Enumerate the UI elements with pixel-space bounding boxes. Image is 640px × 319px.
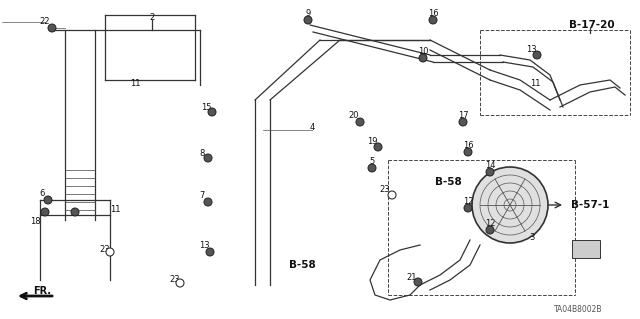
Circle shape: [533, 51, 541, 59]
Text: 14: 14: [484, 161, 495, 170]
Text: 20: 20: [349, 112, 359, 121]
Circle shape: [206, 248, 214, 256]
Text: 22: 22: [40, 18, 51, 26]
Circle shape: [429, 16, 437, 24]
Text: 15: 15: [201, 102, 211, 112]
Circle shape: [486, 168, 494, 176]
Text: 5: 5: [369, 158, 374, 167]
Circle shape: [106, 248, 114, 256]
Circle shape: [472, 167, 548, 243]
Circle shape: [388, 191, 396, 199]
Text: 6: 6: [39, 189, 45, 198]
Text: 11: 11: [130, 78, 140, 87]
Text: 13: 13: [198, 241, 209, 250]
Circle shape: [464, 148, 472, 156]
Text: 16: 16: [463, 142, 474, 151]
Text: B-58: B-58: [289, 260, 316, 270]
Text: 10: 10: [418, 48, 428, 56]
Circle shape: [204, 154, 212, 162]
Text: 8: 8: [199, 149, 205, 158]
Text: 1: 1: [584, 244, 589, 254]
Circle shape: [356, 118, 364, 126]
Text: 21: 21: [407, 272, 417, 281]
Text: 7: 7: [199, 191, 205, 201]
Circle shape: [208, 108, 216, 116]
Text: 19: 19: [367, 137, 377, 145]
Circle shape: [414, 278, 422, 286]
Text: B-57-1: B-57-1: [571, 200, 609, 210]
Circle shape: [176, 279, 184, 287]
Circle shape: [368, 164, 376, 172]
Circle shape: [459, 118, 467, 126]
Circle shape: [204, 198, 212, 206]
Text: 17: 17: [458, 112, 468, 121]
Circle shape: [71, 208, 79, 216]
Text: 23: 23: [170, 276, 180, 285]
Text: TA04B8002B: TA04B8002B: [554, 306, 602, 315]
Text: 3: 3: [529, 234, 534, 242]
Bar: [572, 240, 600, 258]
Circle shape: [464, 204, 472, 212]
Circle shape: [44, 196, 52, 204]
Text: FR.: FR.: [33, 286, 51, 296]
Text: 9: 9: [305, 10, 310, 19]
Text: 16: 16: [428, 10, 438, 19]
Circle shape: [48, 24, 56, 32]
Text: 18: 18: [29, 218, 40, 226]
Text: 23: 23: [100, 244, 110, 254]
Text: 11: 11: [530, 78, 540, 87]
Circle shape: [419, 54, 427, 62]
Text: 23: 23: [380, 186, 390, 195]
Circle shape: [374, 143, 382, 151]
Text: B-17-20: B-17-20: [569, 20, 615, 30]
Text: 12: 12: [463, 197, 473, 206]
Circle shape: [41, 208, 49, 216]
Circle shape: [304, 16, 312, 24]
Text: 11: 11: [109, 205, 120, 214]
Text: 2: 2: [149, 13, 155, 23]
Text: 13: 13: [525, 46, 536, 55]
Circle shape: [486, 226, 494, 234]
Text: 4: 4: [309, 123, 315, 132]
Text: B-58: B-58: [435, 177, 461, 187]
Text: 12: 12: [484, 219, 495, 228]
